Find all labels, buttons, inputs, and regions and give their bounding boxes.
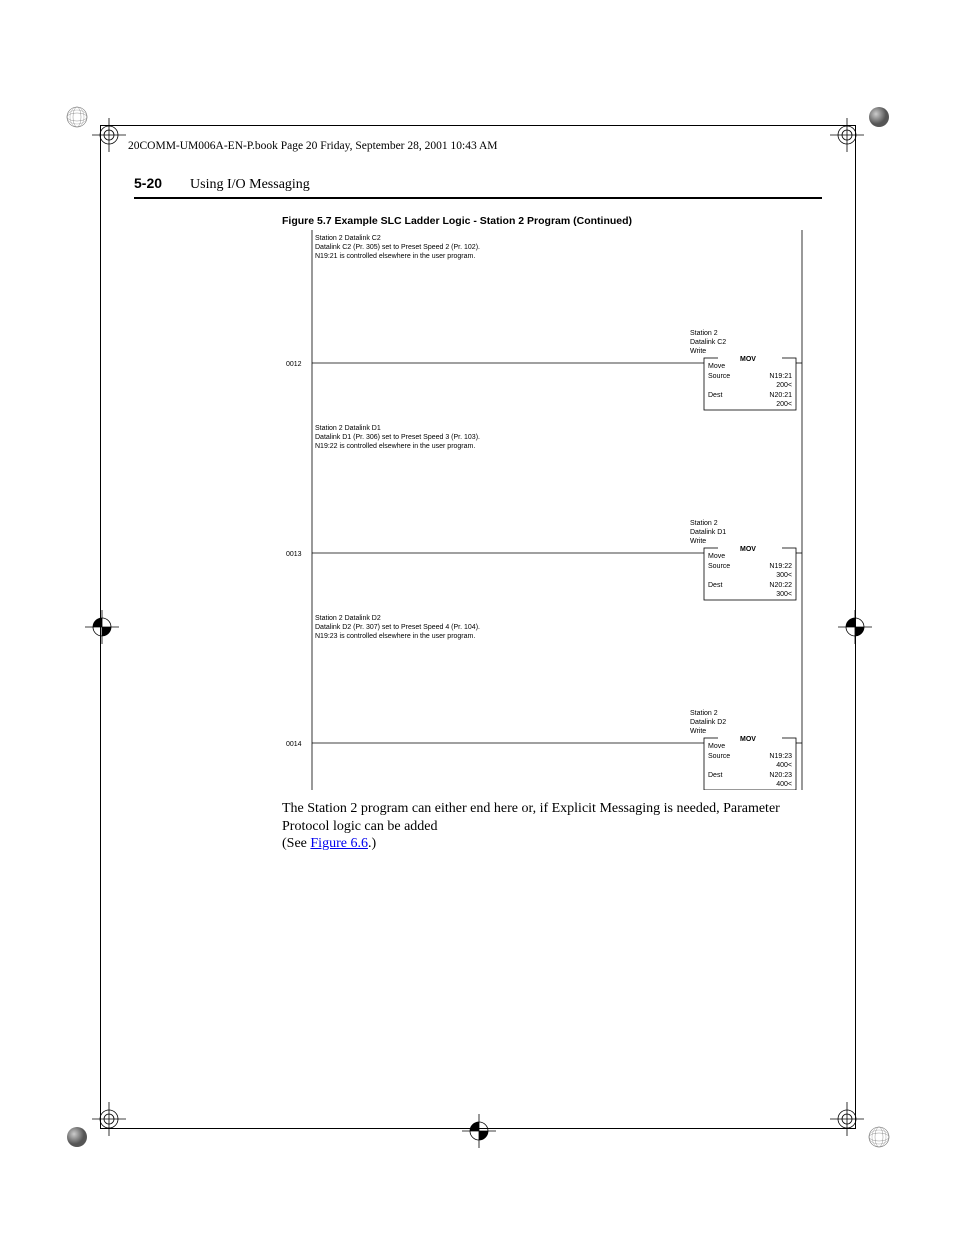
ladder-diagram: .t7 { font: 7px Arial, sans-serif; } .t7… — [282, 230, 822, 790]
svg-text:Station 2 Datalink C2: Station 2 Datalink C2 — [315, 235, 381, 242]
svg-text:Dest: Dest — [708, 582, 722, 589]
svg-text:0012: 0012 — [286, 361, 302, 368]
figure-title: Figure 5.7 Example SLC Ladder Logic - St… — [282, 215, 822, 227]
sphere-top-right — [868, 106, 890, 128]
book-header: 20COMM-UM006A-EN-P.book Page 20 Friday, … — [128, 140, 497, 152]
svg-text:Station 2: Station 2 — [690, 520, 718, 527]
page-number: 5-20 — [134, 175, 162, 191]
body-para-2a: (See — [282, 836, 310, 851]
svg-text:400<: 400< — [776, 781, 792, 788]
svg-text:Move: Move — [708, 553, 725, 560]
svg-text:Dest: Dest — [708, 772, 722, 779]
svg-text:Source: Source — [708, 373, 730, 380]
svg-text:N20:22: N20:22 — [769, 582, 792, 589]
svg-text:N20:23: N20:23 — [769, 772, 792, 779]
svg-text:Dest: Dest — [708, 392, 722, 399]
svg-text:N19:22: N19:22 — [769, 563, 792, 570]
svg-text:N19:21: N19:21 — [769, 373, 792, 380]
svg-text:MOV: MOV — [740, 546, 756, 553]
svg-text:Datalink D1 (Pr. 306) set to P: Datalink D1 (Pr. 306) set to Preset Spee… — [315, 434, 480, 441]
svg-text:0013: 0013 — [286, 551, 302, 558]
svg-text:N19:22 is controlled elsewhere: N19:22 is controlled elsewhere in the us… — [315, 443, 475, 450]
svg-text:Datalink C2 (Pr. 305) set to P: Datalink C2 (Pr. 305) set to Preset Spee… — [315, 244, 480, 251]
svg-text:Datalink C2: Datalink C2 — [690, 339, 726, 346]
svg-text:400<: 400< — [776, 762, 792, 769]
sphere-top-left — [66, 106, 88, 128]
svg-text:Write: Write — [690, 348, 706, 355]
body-para-2b: .) — [368, 836, 376, 851]
svg-text:N19:23: N19:23 — [769, 753, 792, 760]
svg-text:N19:21 is controlled elsewhere: N19:21 is controlled elsewhere in the us… — [315, 253, 475, 260]
svg-text:Datalink D1: Datalink D1 — [690, 529, 726, 536]
svg-text:Move: Move — [708, 743, 725, 750]
figure-link[interactable]: Figure 6.6 — [310, 836, 368, 851]
header-rule — [134, 197, 822, 199]
svg-text:MOV: MOV — [740, 736, 756, 743]
svg-text:N20:21: N20:21 — [769, 392, 792, 399]
svg-text:MOV: MOV — [740, 356, 756, 363]
svg-text:Station 2: Station 2 — [690, 710, 718, 717]
svg-text:300<: 300< — [776, 591, 792, 598]
svg-text:Write: Write — [690, 538, 706, 545]
svg-text:Datalink D2: Datalink D2 — [690, 719, 726, 726]
svg-text:Write: Write — [690, 728, 706, 735]
svg-text:Move: Move — [708, 363, 725, 370]
svg-text:Source: Source — [708, 753, 730, 760]
svg-text:Station 2 Datalink D1: Station 2 Datalink D1 — [315, 425, 381, 432]
body-para-1: The Station 2 program can either end her… — [282, 801, 780, 834]
section-title: Using I/O Messaging — [190, 177, 310, 193]
sphere-bot-right — [868, 1126, 890, 1148]
svg-text:300<: 300< — [776, 572, 792, 579]
svg-text:N19:23 is controlled elsewhere: N19:23 is controlled elsewhere in the us… — [315, 633, 475, 640]
svg-text:Datalink D2 (Pr. 307) set to P: Datalink D2 (Pr. 307) set to Preset Spee… — [315, 624, 480, 631]
svg-text:200<: 200< — [776, 382, 792, 389]
svg-text:200<: 200< — [776, 401, 792, 408]
svg-text:Source: Source — [708, 563, 730, 570]
svg-text:Station 2 Datalink D2: Station 2 Datalink D2 — [315, 615, 381, 622]
svg-text:0014: 0014 — [286, 741, 302, 748]
sphere-bot-left — [66, 1126, 88, 1148]
svg-text:Station 2: Station 2 — [690, 330, 718, 337]
